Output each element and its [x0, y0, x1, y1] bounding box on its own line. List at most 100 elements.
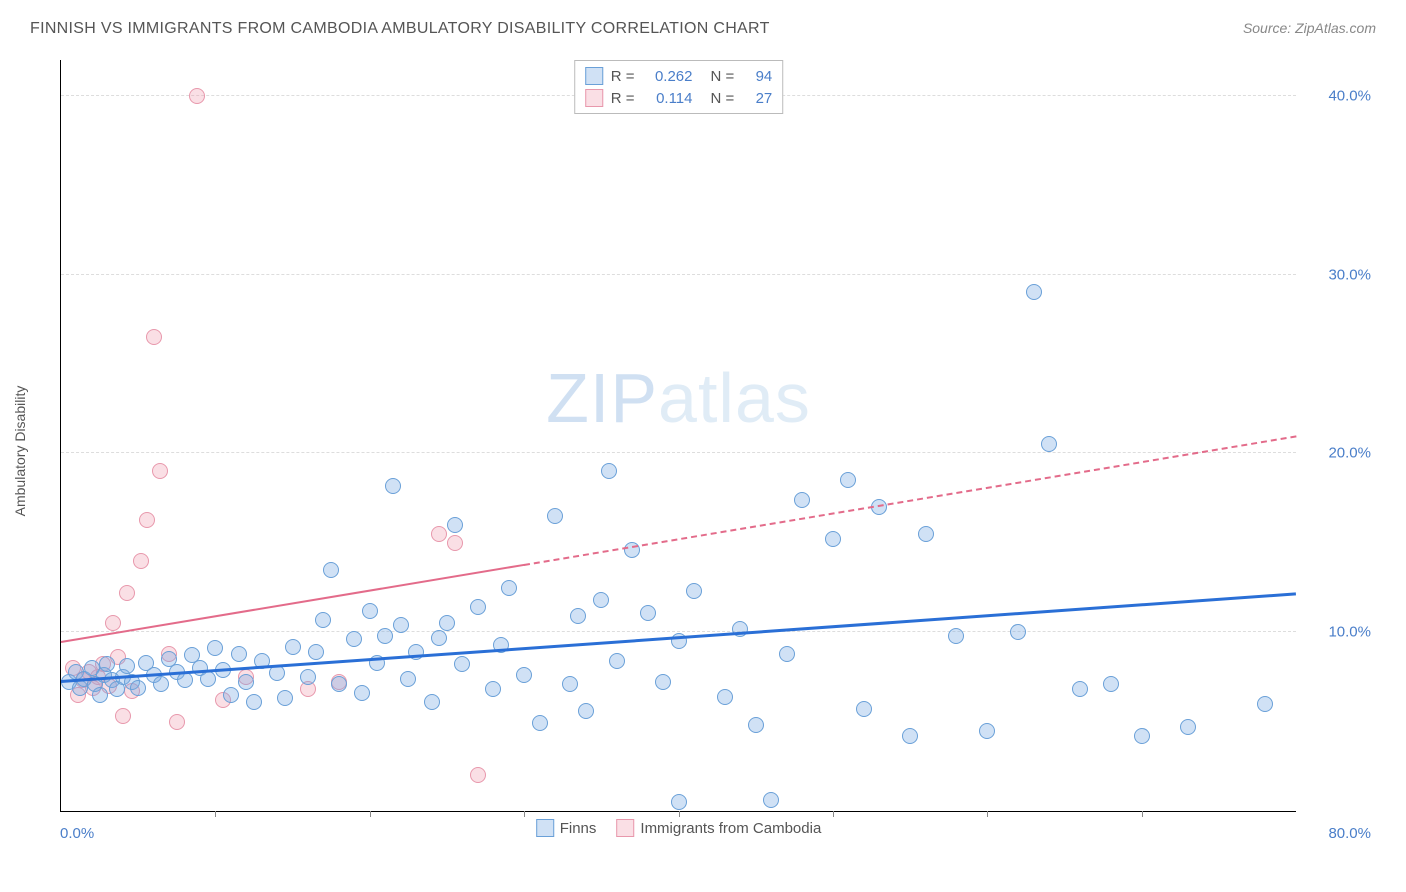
- scatter-point-finns: [501, 580, 517, 596]
- y-axis-label: Ambulatory Disability: [12, 386, 28, 517]
- scatter-point-finns: [918, 526, 934, 542]
- x-tick: [833, 811, 834, 817]
- scatter-point-finns: [92, 687, 108, 703]
- scatter-point-finns: [454, 656, 470, 672]
- x-max-label: 80.0%: [1328, 825, 1371, 842]
- scatter-point-cambodia: [431, 526, 447, 542]
- r-value-finns: 0.262: [643, 68, 693, 85]
- scatter-point-finns: [439, 615, 455, 631]
- legend-label-finns: Finns: [560, 820, 597, 837]
- r-value-cambodia: 0.114: [643, 90, 693, 107]
- scatter-point-finns: [1010, 624, 1026, 640]
- scatter-point-finns: [308, 644, 324, 660]
- x-tick: [370, 811, 371, 817]
- scatter-point-finns: [570, 608, 586, 624]
- scatter-point-finns: [856, 701, 872, 717]
- scatter-point-finns: [231, 646, 247, 662]
- scatter-point-finns: [948, 628, 964, 644]
- x-tick: [215, 811, 216, 817]
- scatter-point-finns: [377, 628, 393, 644]
- scatter-point-finns: [238, 674, 254, 690]
- scatter-point-finns: [578, 703, 594, 719]
- scatter-point-finns: [362, 603, 378, 619]
- scatter-point-finns: [1026, 284, 1042, 300]
- scatter-point-cambodia: [105, 615, 121, 631]
- scatter-point-finns: [779, 646, 795, 662]
- watermark-bold: ZIP: [546, 359, 658, 437]
- scatter-point-finns: [153, 676, 169, 692]
- legend-item-finns: Finns: [536, 819, 597, 837]
- scatter-point-finns: [593, 592, 609, 608]
- scatter-point-finns: [424, 694, 440, 710]
- scatter-point-finns: [346, 631, 362, 647]
- scatter-point-finns: [1103, 676, 1119, 692]
- scatter-point-cambodia: [169, 714, 185, 730]
- scatter-point-finns: [277, 690, 293, 706]
- gridline: [61, 274, 1296, 275]
- scatter-point-finns: [177, 672, 193, 688]
- watermark-light: atlas: [658, 359, 811, 437]
- scatter-point-finns: [763, 792, 779, 808]
- scatter-point-finns: [246, 694, 262, 710]
- scatter-point-finns: [717, 689, 733, 705]
- scatter-point-finns: [130, 680, 146, 696]
- watermark: ZIPatlas: [546, 358, 811, 438]
- bottom-legend: Finns Immigrants from Cambodia: [536, 819, 822, 837]
- scatter-point-finns: [1257, 696, 1273, 712]
- x-tick: [524, 811, 525, 817]
- scatter-point-finns: [562, 676, 578, 692]
- scatter-point-finns: [315, 612, 331, 628]
- scatter-point-cambodia: [115, 708, 131, 724]
- n-value-cambodia: 27: [742, 90, 772, 107]
- stats-row-finns: R = 0.262 N = 94: [585, 65, 773, 87]
- scatter-point-finns: [547, 508, 563, 524]
- scatter-point-finns: [655, 674, 671, 690]
- scatter-point-finns: [99, 656, 115, 672]
- trendline-cambodia-dashed: [524, 436, 1296, 566]
- x-tick: [679, 811, 680, 817]
- scatter-point-finns: [447, 517, 463, 533]
- n-label: N =: [711, 90, 735, 107]
- legend-label-cambodia: Immigrants from Cambodia: [640, 820, 821, 837]
- y-tick-label: 20.0%: [1328, 445, 1371, 462]
- gridline: [61, 631, 1296, 632]
- scatter-point-finns: [119, 658, 135, 674]
- scatter-point-finns: [393, 617, 409, 633]
- chart-area: Ambulatory Disability ZIPatlas R = 0.262…: [50, 60, 1376, 842]
- scatter-point-finns: [601, 463, 617, 479]
- scatter-point-finns: [671, 794, 687, 810]
- x-tick: [1142, 811, 1143, 817]
- y-tick-label: 40.0%: [1328, 87, 1371, 104]
- y-tick-label: 10.0%: [1328, 624, 1371, 641]
- scatter-point-finns: [431, 630, 447, 646]
- scatter-point-finns: [840, 472, 856, 488]
- gridline: [61, 452, 1296, 453]
- scatter-point-finns: [470, 599, 486, 615]
- y-tick-label: 30.0%: [1328, 266, 1371, 283]
- scatter-point-finns: [331, 676, 347, 692]
- scatter-point-cambodia: [189, 88, 205, 104]
- scatter-point-finns: [640, 605, 656, 621]
- scatter-point-finns: [979, 723, 995, 739]
- scatter-point-finns: [200, 671, 216, 687]
- scatter-point-finns: [485, 681, 501, 697]
- scatter-point-cambodia: [119, 585, 135, 601]
- scatter-point-finns: [748, 717, 764, 733]
- scatter-point-finns: [902, 728, 918, 744]
- scatter-point-finns: [400, 671, 416, 687]
- scatter-point-finns: [686, 583, 702, 599]
- scatter-point-cambodia: [152, 463, 168, 479]
- scatter-point-finns: [609, 653, 625, 669]
- scatter-point-finns: [1072, 681, 1088, 697]
- swatch-cambodia-bottom: [616, 819, 634, 837]
- stats-row-cambodia: R = 0.114 N = 27: [585, 87, 773, 109]
- scatter-point-finns: [385, 478, 401, 494]
- scatter-point-cambodia: [470, 767, 486, 783]
- trendline-finns: [61, 593, 1296, 684]
- scatter-point-finns: [1134, 728, 1150, 744]
- scatter-point-cambodia: [139, 512, 155, 528]
- scatter-point-finns: [1041, 436, 1057, 452]
- scatter-point-finns: [1180, 719, 1196, 735]
- scatter-point-finns: [516, 667, 532, 683]
- chart-source: Source: ZipAtlas.com: [1243, 20, 1376, 36]
